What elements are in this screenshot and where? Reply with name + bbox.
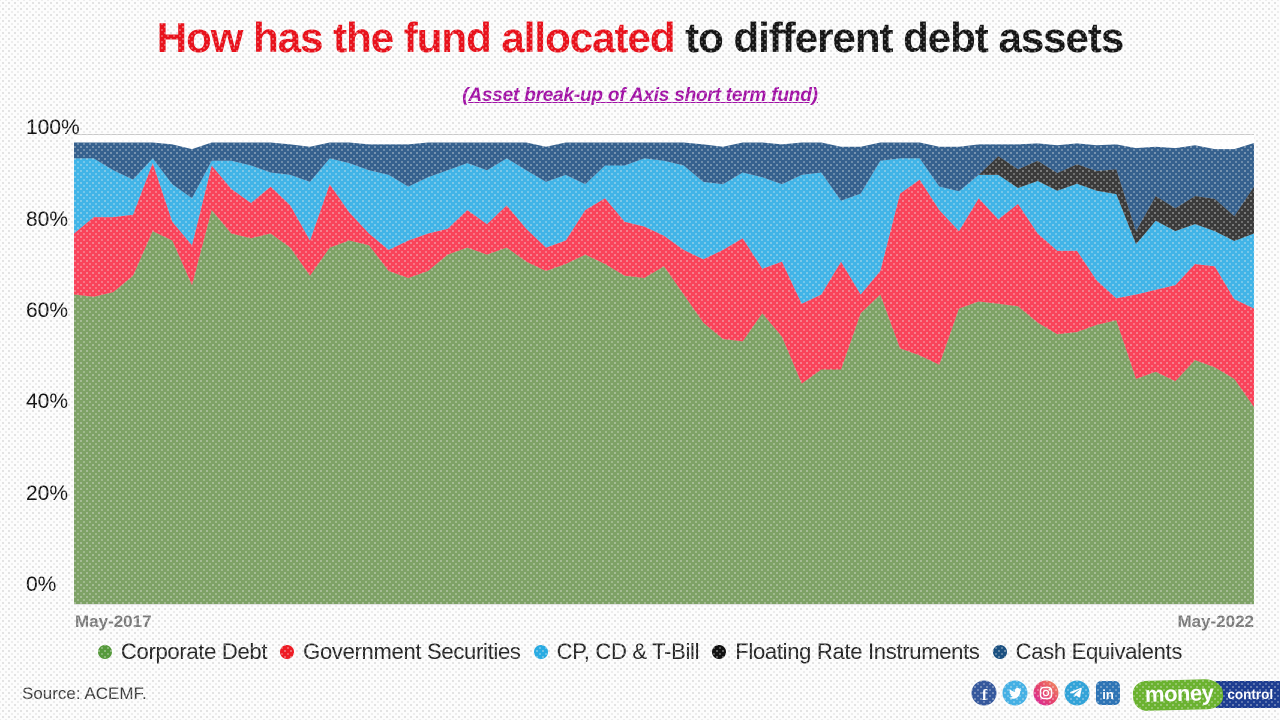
legend-dot-corporate-debt xyxy=(97,645,112,659)
legend-dot-cash-equivalents xyxy=(992,645,1007,659)
title-rest: to different debt assets xyxy=(674,14,1124,61)
instagram-icon[interactable] xyxy=(1033,680,1059,706)
legend-label: CP, CD & T-Bill xyxy=(556,639,700,664)
legend-dot-floating-rate xyxy=(712,645,727,659)
area-cash-equivalents xyxy=(74,142,1254,232)
y-tick-80: 80% xyxy=(26,208,69,231)
svg-text:f: f xyxy=(982,687,988,704)
legend-item-cash-equivalents: Cash Equivalents xyxy=(992,639,1183,665)
y-tick-60: 60% xyxy=(26,299,69,322)
linkedin-icon[interactable]: in xyxy=(1095,680,1121,706)
legend-label: Floating Rate Instruments xyxy=(735,639,980,664)
y-tick-20: 20% xyxy=(26,482,69,505)
y-tick-0: 0% xyxy=(26,573,57,596)
y-tick-100: 100% xyxy=(26,116,80,139)
area-floating-rate-instruments xyxy=(74,156,1254,245)
page-title: How has the fund allocated to different … xyxy=(0,11,1280,65)
legend-item-cp-cd-tbill: CP, CD & T-Bill xyxy=(533,639,700,665)
y-tick-40: 40% xyxy=(26,390,69,413)
telegram-icon[interactable] xyxy=(1064,680,1090,706)
legend-label: Cash Equivalents xyxy=(1015,639,1183,664)
legend-item-floating-rate: Floating Rate Instruments xyxy=(712,639,980,665)
x-tick-start: May-2017 xyxy=(75,612,152,631)
area-cp-cd-t-bill xyxy=(74,158,1254,309)
chart-subtitle: (Asset break-up of Axis short term fund) xyxy=(462,85,818,106)
facebook-icon[interactable]: f xyxy=(971,680,997,706)
legend-dot-government-securities xyxy=(280,645,295,659)
logo-money: money xyxy=(1132,678,1224,711)
moneycontrol-logo[interactable]: money control xyxy=(1132,678,1280,711)
chart-legend: Corporate Debt Government Securities CP,… xyxy=(0,636,1280,668)
x-tick-end: May-2022 xyxy=(1177,612,1254,631)
source-note: Source: ACEMF. xyxy=(22,684,147,703)
social-icons: f in xyxy=(971,680,1121,706)
stacked-area-svg xyxy=(74,142,1254,604)
legend-dot-cp-cd-tbill xyxy=(533,645,548,659)
plot-area xyxy=(74,134,1254,605)
legend-item-corporate-debt: Corporate Debt xyxy=(97,639,268,665)
area-government-securities xyxy=(74,163,1254,407)
twitter-icon[interactable] xyxy=(1002,680,1028,706)
title-emphasis: How has the fund allocated xyxy=(156,14,676,61)
svg-text:in: in xyxy=(1102,687,1114,702)
legend-label: Corporate Debt xyxy=(120,639,268,664)
legend-label: Government Securities xyxy=(303,639,521,664)
logo-control: control xyxy=(1215,681,1280,708)
legend-item-government-securities: Government Securities xyxy=(280,639,521,665)
